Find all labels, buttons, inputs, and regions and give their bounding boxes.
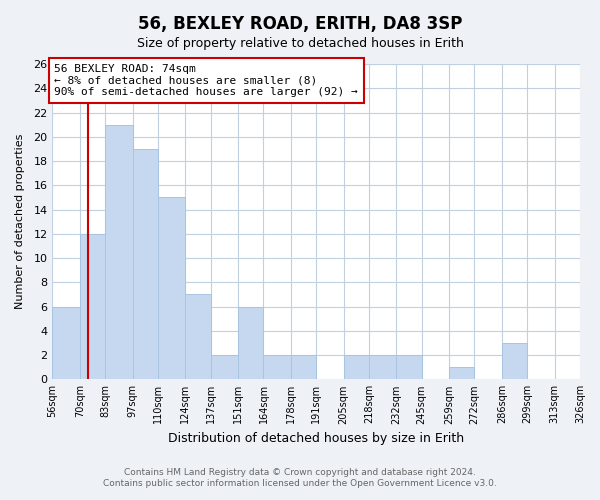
Bar [397,355,422,380]
Bar [238,306,263,380]
Bar [158,198,185,380]
Text: 56, BEXLEY ROAD, ERITH, DA8 3SP: 56, BEXLEY ROAD, ERITH, DA8 3SP [138,15,462,33]
Bar [449,367,475,380]
Bar [52,306,80,380]
Bar [80,234,105,380]
Text: Contains HM Land Registry data © Crown copyright and database right 2024.
Contai: Contains HM Land Registry data © Crown c… [103,468,497,487]
Y-axis label: Number of detached properties: Number of detached properties [15,134,25,310]
Bar [185,294,211,380]
Bar [369,355,397,380]
Bar [502,343,527,380]
X-axis label: Distribution of detached houses by size in Erith: Distribution of detached houses by size … [168,432,464,445]
Bar [211,355,238,380]
Text: Size of property relative to detached houses in Erith: Size of property relative to detached ho… [137,38,463,51]
Bar [291,355,316,380]
Text: 56 BEXLEY ROAD: 74sqm
← 8% of detached houses are smaller (8)
90% of semi-detach: 56 BEXLEY ROAD: 74sqm ← 8% of detached h… [55,64,358,97]
Bar [263,355,291,380]
Bar [133,149,158,380]
Bar [344,355,369,380]
Bar [105,124,133,380]
